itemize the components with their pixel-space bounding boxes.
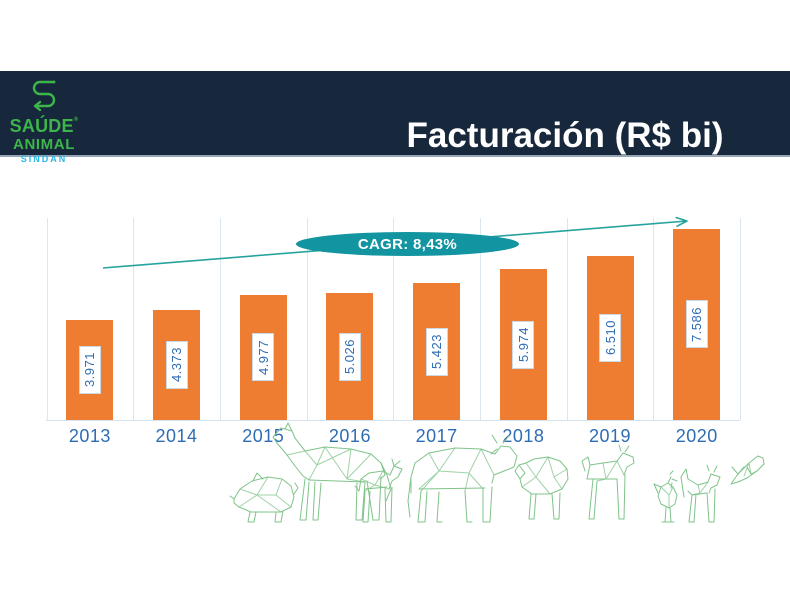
registered-mark: ® [73,117,79,123]
page-title: Facturación (R$ bi) [406,116,724,156]
snake-s-arrow-icon [32,80,56,112]
dog-icon [581,444,635,520]
logo-text-sindan: SINDAN [20,154,68,164]
year-label-2014: 2014 [155,426,198,446]
bar-value-label: 4.373 [165,340,188,389]
bar-value-label: 3.971 [78,345,101,394]
sheep-icon [514,456,569,520]
column-gridline [566,218,568,420]
column-gridline [393,218,395,420]
rooster-icon [653,470,678,523]
x-axis-line [46,420,740,421]
column-gridline [740,218,742,420]
logo-text-animal: ANIMAL [13,136,75,153]
goat-icon [354,458,403,523]
bar-value-label: 5.974 [512,320,535,369]
year-label-2019: 2019 [589,426,632,446]
year-label-2016: 2016 [328,426,371,446]
year-label-2013: 2013 [68,426,111,446]
bar-value-label: 4.977 [252,333,275,382]
fish-icon [730,455,765,485]
pig-icon [229,472,299,523]
year-label-2017: 2017 [415,426,458,446]
column-gridline [480,218,481,420]
cat-icon [680,464,721,523]
year-label-2018: 2018 [502,426,545,446]
bar-value-label: 7.586 [685,300,708,349]
bar-value-text: 4.977 [255,339,271,375]
bar-value-text: 3.971 [82,352,98,388]
cagr-badge-label: CAGR: 8,43% [357,235,458,253]
bar-value-text: 5.423 [429,334,445,370]
logo: SAÚDE® ANIMAL SINDAN [8,77,80,164]
year-label-2020: 2020 [675,426,718,446]
bar-value-label: 5.423 [425,327,448,376]
column-gridline [653,218,655,420]
column-gridline [133,218,135,420]
bar-value-text: 5.026 [342,339,358,375]
bar-value-text: 6.510 [602,320,618,356]
column-gridline [306,218,308,420]
bar-value-text: 5.974 [515,327,531,363]
bar-value-text: 4.373 [169,347,185,383]
year-label-2015: 2015 [242,426,285,446]
header-bar: SAÚDE® ANIMAL SINDAN Facturación (R$ bi) [0,71,790,164]
bar-value-label: 6.510 [599,313,622,362]
column-gridline [46,218,48,420]
cow-icon [407,434,518,523]
cagr-badge: CAGR: 8,43% [296,232,519,256]
bar-value-text: 7.586 [689,306,705,342]
logo-text-saude: SAÚDE® [9,116,79,136]
column-gridline [219,218,221,420]
bar-value-label: 5.026 [338,332,361,381]
